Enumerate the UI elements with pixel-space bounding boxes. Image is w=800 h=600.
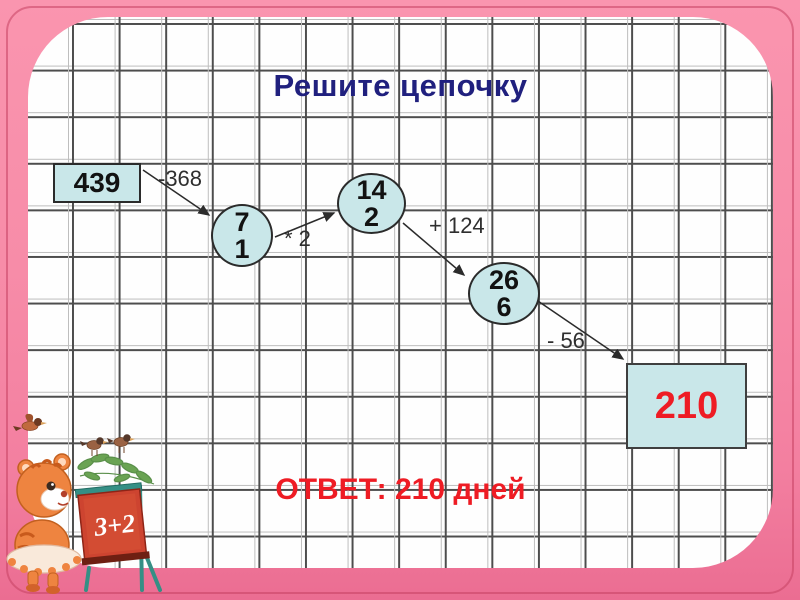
chain-node-71: 7 1 <box>211 204 273 267</box>
op-label-times2: * 2 <box>284 226 311 251</box>
node-71-line1: 7 <box>234 206 250 237</box>
node-142-line1: 14 <box>356 174 387 205</box>
answer-text: ОТВЕТ: 210 дней <box>275 473 526 506</box>
op-label-minus56: - 56 <box>547 328 585 353</box>
op-label-plus124: + 124 <box>429 213 485 238</box>
op-label-minus368: -368 <box>158 166 203 191</box>
chain-start-box: 439 <box>53 163 141 203</box>
chain-result-box: 210 <box>626 363 747 449</box>
chain-node-142: 14 2 <box>337 173 406 234</box>
node-266-line1: 26 <box>488 264 520 295</box>
slide-title: Решите цепочку <box>273 68 528 103</box>
node-142-line2: 2 <box>363 201 380 232</box>
node-266-line2: 6 <box>496 291 512 322</box>
node-71-line2: 1 <box>234 233 250 264</box>
chain-node-266: 26 6 <box>468 262 540 325</box>
